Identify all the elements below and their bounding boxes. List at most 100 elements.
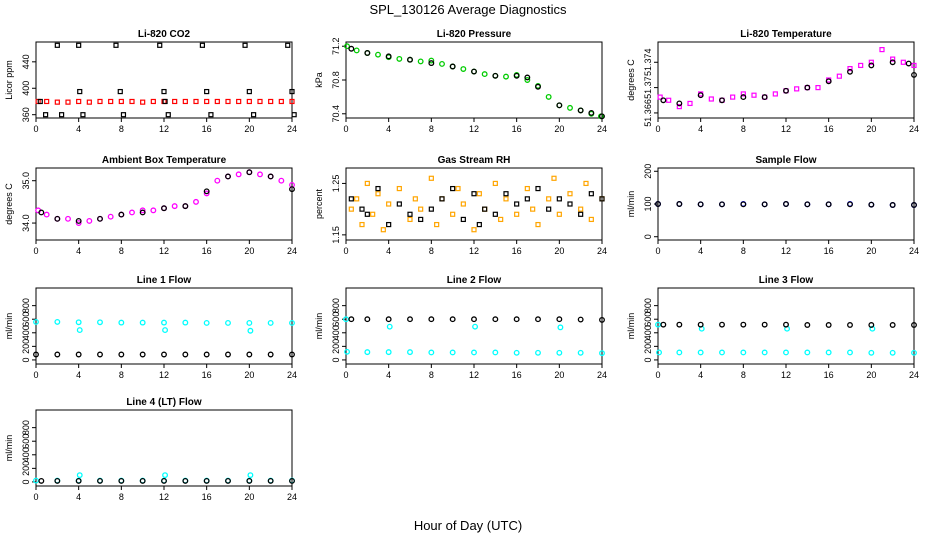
y-tick-label: 51.366 — [643, 99, 653, 127]
data-point — [676, 201, 683, 207]
x-tick-label: 0 — [343, 124, 348, 134]
y-axis-label: ml/min — [626, 313, 636, 340]
y-tick-label: 400 — [331, 325, 341, 340]
data-point — [257, 171, 263, 178]
chart-title: Sample Flow — [755, 155, 816, 166]
data-point — [348, 316, 355, 323]
plot-frame — [35, 167, 293, 241]
data-point — [359, 221, 365, 228]
x-tick-label: 4 — [76, 124, 81, 134]
y-tick-label: 400 — [21, 447, 31, 462]
data-point — [476, 191, 482, 197]
data-point — [118, 211, 125, 218]
x-tick-label: 16 — [202, 246, 212, 256]
data-point — [289, 186, 295, 193]
plot-frame — [35, 409, 293, 487]
data-point — [199, 42, 205, 48]
y-tick-label: 0 — [643, 234, 653, 239]
data-point — [577, 316, 584, 323]
data-point — [471, 68, 477, 75]
data-point — [353, 47, 360, 54]
data-point — [583, 180, 589, 187]
x-tick-label: 12 — [159, 246, 169, 256]
y-tick-label: 800 — [331, 298, 341, 313]
chart-panel-6: Sample Flow 0 4 8 12 16 20 24 0 100 200 ml/min — [626, 155, 919, 256]
data-point — [556, 102, 563, 109]
data-point — [246, 477, 253, 484]
data-point — [54, 99, 60, 105]
data-point — [43, 211, 50, 218]
data-point — [449, 63, 456, 70]
data-point — [740, 349, 747, 356]
data-point — [343, 316, 349, 323]
data-point — [890, 56, 896, 62]
y-tick-label: 1.15 — [331, 226, 341, 244]
data-point — [471, 316, 477, 323]
y-tick-label: 1.25 — [331, 175, 341, 193]
plot-frame — [345, 167, 603, 241]
data-point — [246, 319, 253, 326]
data-point — [588, 216, 594, 223]
data-point — [868, 62, 875, 69]
data-point — [660, 97, 667, 104]
data-point — [492, 349, 499, 356]
data-point — [676, 349, 683, 356]
data-point — [889, 349, 896, 356]
data-point — [825, 78, 832, 85]
chart-title: Li-820 CO2 — [138, 29, 191, 40]
data-point — [139, 477, 146, 484]
data-point — [161, 205, 167, 212]
data-point — [139, 209, 146, 216]
data-point — [825, 322, 832, 328]
data-point — [476, 221, 482, 228]
y-tick-label: 200 — [21, 461, 31, 476]
data-point — [599, 196, 605, 202]
x-tick-label: 20 — [244, 492, 254, 502]
data-point — [449, 349, 456, 356]
data-point — [567, 191, 573, 197]
chart-panel-4: Ambient Box Temperature 0 4 8 12 16 20 24 34.0 35… — [4, 155, 297, 256]
plot-frame — [345, 287, 603, 365]
x-tick-label: 24 — [287, 246, 297, 256]
data-point — [588, 191, 594, 197]
data-point — [666, 97, 672, 103]
data-point — [129, 98, 135, 105]
data-point — [54, 477, 61, 484]
x-tick-label: 24 — [287, 124, 297, 134]
data-point — [407, 349, 413, 356]
data-point — [804, 322, 811, 328]
data-point — [76, 472, 83, 479]
x-tick-label: 20 — [244, 370, 254, 380]
data-point — [120, 112, 127, 118]
data-point — [107, 213, 114, 220]
data-point — [139, 319, 146, 326]
data-point — [139, 351, 146, 358]
y-tick-label: 200 — [21, 339, 31, 354]
data-point — [889, 202, 896, 208]
data-point — [80, 112, 86, 118]
x-tick-label: 16 — [512, 246, 522, 256]
data-point — [385, 316, 392, 323]
data-point — [546, 206, 552, 212]
data-point — [75, 220, 82, 227]
plot-frame — [657, 41, 915, 119]
y-tick-label: 34.0 — [21, 214, 31, 232]
data-point — [428, 175, 434, 181]
x-tick-label: 8 — [429, 124, 434, 134]
data-point — [847, 68, 853, 75]
data-point — [599, 350, 605, 357]
data-point — [246, 88, 252, 95]
data-point — [719, 321, 725, 328]
x-tick-label: 20 — [866, 370, 876, 380]
data-point — [428, 316, 435, 323]
data-point — [86, 99, 92, 105]
x-tick-label: 12 — [781, 124, 791, 134]
data-point — [348, 45, 355, 52]
data-point — [285, 42, 291, 48]
data-point — [97, 477, 103, 484]
data-point — [247, 327, 254, 334]
data-point — [503, 191, 509, 197]
data-point — [556, 196, 562, 202]
